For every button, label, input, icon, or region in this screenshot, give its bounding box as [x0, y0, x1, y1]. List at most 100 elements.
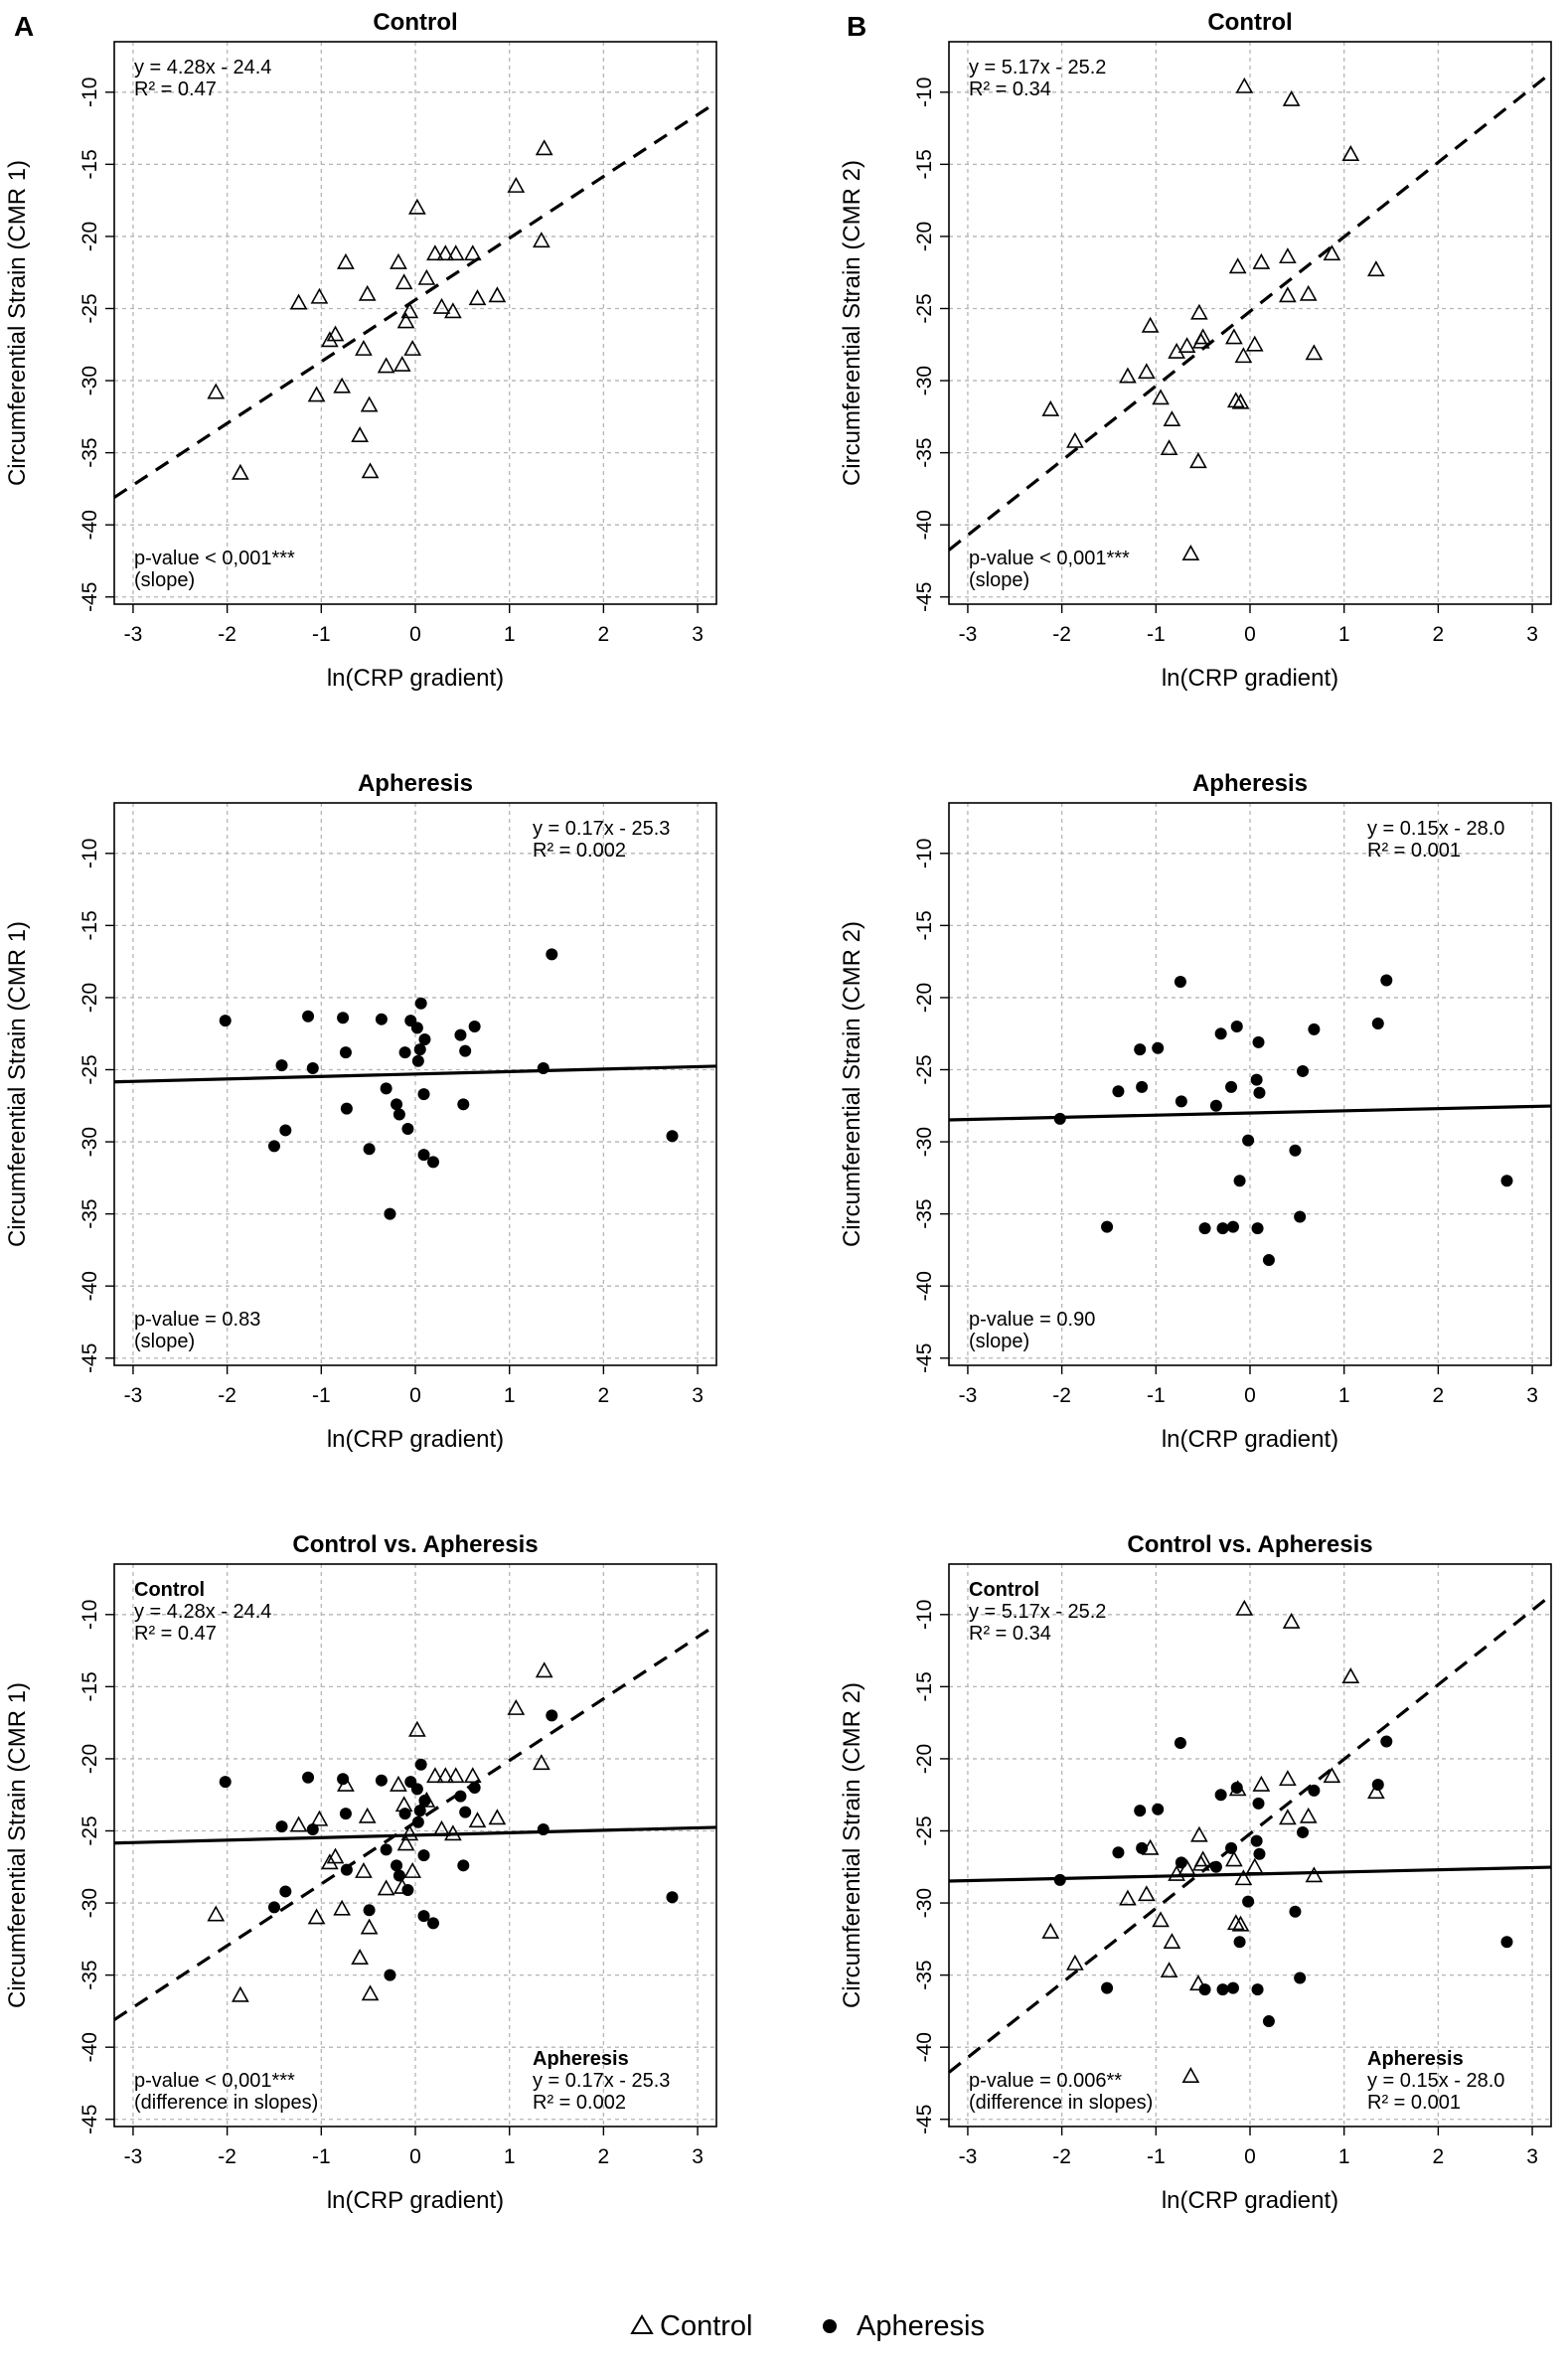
y-tick-label: -25 [78, 1815, 101, 1845]
x-tick-label: 3 [692, 2145, 704, 2168]
annotation-bottom-right-line0: Apheresis [1367, 2048, 1464, 2070]
point-apheresis [546, 1709, 558, 1722]
point-apheresis [417, 1849, 430, 1862]
annotation-bottom-left-line1: (slope) [969, 569, 1029, 591]
point-control [1225, 1850, 1243, 1867]
point-control [1181, 2067, 1200, 2084]
point-apheresis [414, 1758, 427, 1771]
scatter-plot-b1: Control-3 -2 -1 0 1 2 3-10-15-20-25-30-35-40-4… [839, 9, 1552, 692]
x-tick-label: 0 [409, 1384, 421, 1407]
x-tick-label: 0 [1244, 623, 1256, 646]
point-apheresis [417, 1088, 430, 1101]
point-apheresis [375, 1013, 388, 1025]
y-tick-label: -40 [78, 1271, 101, 1301]
point-control [444, 302, 462, 319]
point-apheresis [375, 1774, 388, 1787]
point-apheresis [537, 1823, 549, 1836]
annotation-top-right-line1: R² = 0.001 [1367, 840, 1461, 862]
point-apheresis [1226, 1220, 1239, 1233]
x-tick-label: 0 [1244, 2145, 1256, 2168]
scatter-plot-a2: Apheresis-3 -2 -1 0 1 2 3-10-15-20-25-30-35-40… [4, 770, 717, 1453]
annotation-top-left-line0: y = 5.17x - 25.2 [969, 57, 1106, 79]
point-apheresis [337, 1012, 350, 1025]
point-control [1341, 145, 1360, 161]
point-apheresis [411, 1054, 424, 1067]
y-axis-label: Circumferential Strain (CMR 1) [4, 921, 31, 1247]
y-tick-label: -25 [913, 1815, 936, 1845]
y-tick-label: -10 [913, 78, 936, 107]
point-control [1190, 1825, 1208, 1842]
point-control [232, 463, 249, 480]
point-apheresis [275, 1820, 288, 1833]
point-apheresis [1136, 1841, 1149, 1854]
x-tick-label: 3 [692, 623, 704, 646]
annotation-top-right-line1: R² = 0.002 [533, 840, 626, 862]
point-apheresis [1101, 1981, 1114, 1994]
point-apheresis [1230, 1020, 1243, 1032]
point-control [400, 302, 419, 319]
point-control [1226, 392, 1245, 408]
point-apheresis [1233, 1175, 1246, 1187]
chart-title: Control vs. Apheresis [292, 1531, 538, 1558]
point-control [417, 268, 436, 285]
y-tick-label: -20 [78, 983, 101, 1013]
x-tick-label: -3 [959, 1384, 978, 1407]
point-control [355, 1861, 373, 1878]
point-control [355, 339, 373, 356]
point-apheresis [219, 1015, 232, 1027]
annotation-bottom-left-line1: (slope) [134, 1331, 195, 1352]
y-tick-label: -15 [78, 1671, 101, 1701]
point-apheresis [454, 1790, 467, 1803]
point-apheresis [302, 1771, 315, 1784]
point-apheresis [1209, 1860, 1222, 1873]
x-tick-label: -3 [959, 623, 978, 646]
y-tick-label: -35 [913, 1198, 936, 1228]
annotation-bottom-left-line0: p-value = 0.006** [969, 2070, 1122, 2092]
point-control [488, 1809, 507, 1825]
scatter-plot-b3: Control vs. Apheresis-3 -2 -1 0 1 2 3-10-15-20… [839, 1531, 1552, 2214]
point-control [1299, 284, 1318, 301]
point-control [1279, 247, 1297, 264]
point-apheresis [1242, 1134, 1255, 1147]
point-control [333, 377, 352, 394]
point-control [289, 1815, 308, 1832]
point-apheresis [666, 1891, 679, 1904]
point-control [1066, 431, 1084, 448]
point-control [403, 339, 422, 356]
point-control [390, 1775, 407, 1792]
point-apheresis [267, 1901, 280, 1914]
y-tick-label: -15 [913, 910, 936, 940]
point-apheresis [1380, 1735, 1393, 1748]
point-control [426, 244, 444, 261]
point-apheresis [1214, 1789, 1227, 1802]
y-tick-label: -10 [913, 1600, 936, 1630]
point-apheresis [1053, 1112, 1066, 1125]
regression-line-apheresis [113, 1064, 717, 1084]
x-tick-label: 1 [1338, 2145, 1350, 2168]
point-apheresis [275, 1059, 288, 1072]
point-control [337, 252, 355, 269]
point-apheresis [1233, 1936, 1246, 1949]
point-control [326, 325, 345, 342]
point-apheresis [454, 1028, 467, 1041]
point-control [1160, 1962, 1178, 1978]
point-control [396, 312, 415, 329]
point-control [1305, 1866, 1324, 1883]
x-tick-label: -1 [312, 2145, 331, 2168]
point-control [392, 355, 411, 372]
point-apheresis [1216, 1222, 1229, 1235]
point-control [360, 395, 379, 412]
point-control [1119, 367, 1137, 384]
panel-letter-b: B [847, 11, 866, 42]
point-apheresis [414, 997, 427, 1010]
y-tick-label: -45 [78, 1343, 101, 1373]
point-apheresis [391, 1098, 403, 1111]
point-control [1231, 393, 1250, 409]
y-tick-label: -40 [78, 510, 101, 540]
y-tick-label: -20 [913, 1744, 936, 1774]
point-control [1252, 1775, 1271, 1792]
point-control [361, 462, 380, 479]
point-control [1152, 1911, 1170, 1928]
point-apheresis [413, 1805, 426, 1817]
point-apheresis [1289, 1905, 1302, 1918]
